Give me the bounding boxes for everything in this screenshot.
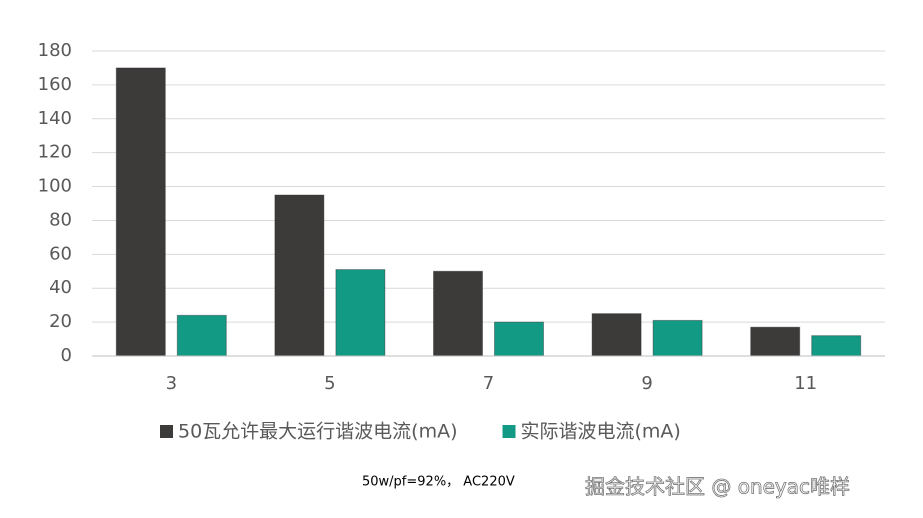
y-tick-label: 0 — [61, 345, 72, 366]
y-tick-label: 140 — [38, 108, 72, 129]
legend-swatch — [160, 425, 173, 438]
bar — [652, 319, 703, 357]
bar — [494, 321, 544, 357]
y-tick-label: 60 — [49, 243, 72, 264]
bar — [115, 67, 166, 357]
y-tick-label: 40 — [49, 277, 72, 298]
bar — [591, 313, 642, 357]
legend-label: 实际谐波电流(mA) — [521, 421, 681, 443]
y-tick-label: 20 — [49, 311, 72, 332]
y-tick-label: 100 — [38, 176, 72, 197]
y-tick-label: 120 — [38, 142, 72, 163]
legend-label: 50瓦允许最大运行谐波电流(mA) — [178, 421, 458, 443]
bar — [274, 194, 325, 357]
watermark: 掘金技术社区 @ oneyac唯样 — [585, 475, 850, 499]
legend-swatch — [502, 425, 516, 438]
x-tick-label: 5 — [324, 373, 335, 394]
annotation: 50w/pf=92%， AC220V — [362, 475, 515, 490]
x-tick-label: 11 — [794, 373, 817, 394]
bar — [750, 326, 801, 357]
x-tick-label: 3 — [166, 373, 177, 394]
bar — [433, 270, 483, 357]
bar — [176, 314, 227, 357]
y-tick-label: 160 — [38, 74, 72, 95]
x-tick-label: 7 — [483, 373, 494, 394]
y-tick-label: 180 — [38, 40, 72, 61]
bar — [811, 335, 862, 357]
bar — [335, 269, 386, 357]
x-tick-label: 9 — [641, 373, 652, 394]
y-tick-label: 80 — [49, 209, 72, 230]
